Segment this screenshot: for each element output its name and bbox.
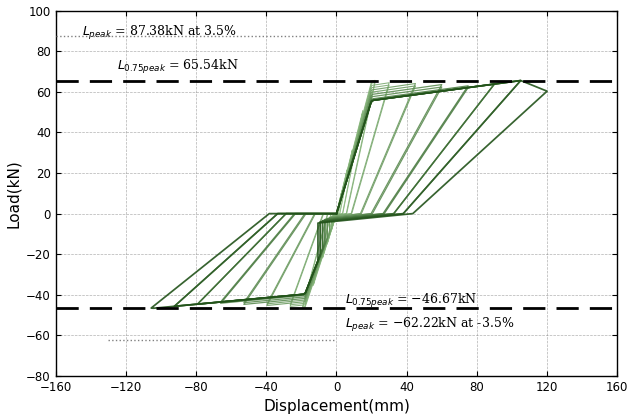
Text: $L_{peak}$ = 87.38kN at 3.5%: $L_{peak}$ = 87.38kN at 3.5% [82,24,236,42]
Text: $L_{peak}$ = −62.22kN at -3.5%: $L_{peak}$ = −62.22kN at -3.5% [346,316,515,334]
Text: $L_{0.75peak}$ = −46.67kN: $L_{0.75peak}$ = −46.67kN [346,292,477,310]
Y-axis label: Load(kN): Load(kN) [6,159,20,228]
Text: $L_{0.75peak}$ = 65.54kN: $L_{0.75peak}$ = 65.54kN [117,58,239,76]
X-axis label: Displacement(mm): Displacement(mm) [263,399,410,415]
